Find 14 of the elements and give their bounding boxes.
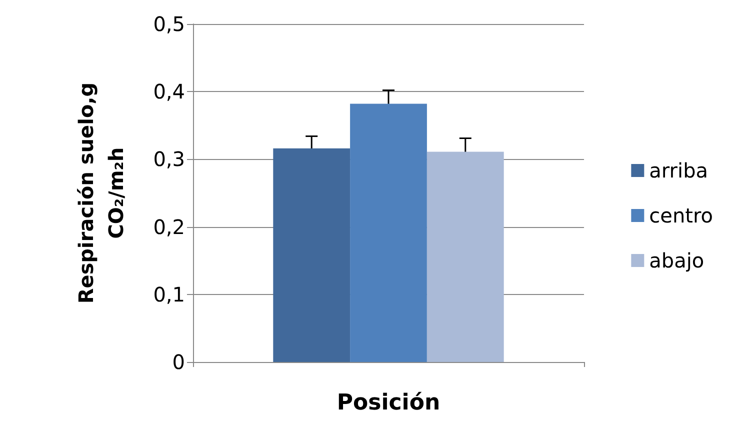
bar xyxy=(273,148,350,362)
y-tick-label: 0 xyxy=(172,350,185,374)
y-tick-label: 0,2 xyxy=(153,214,185,239)
bar xyxy=(426,152,504,362)
y-tick-label: 0,1 xyxy=(153,282,185,306)
y-tick-label: 0,5 xyxy=(153,12,185,36)
legend-label: abajo xyxy=(649,248,704,272)
y-axis-title: Respiración suelo,g CO₂/m₂h xyxy=(74,82,128,304)
legend-label: arriba xyxy=(649,158,708,182)
y-tick-label: 0,3 xyxy=(153,147,185,172)
x-axis-title: Posición xyxy=(336,390,440,416)
y-tick-label: 0,4 xyxy=(153,80,185,104)
legend-label: centro xyxy=(649,204,714,228)
bar xyxy=(350,104,427,362)
